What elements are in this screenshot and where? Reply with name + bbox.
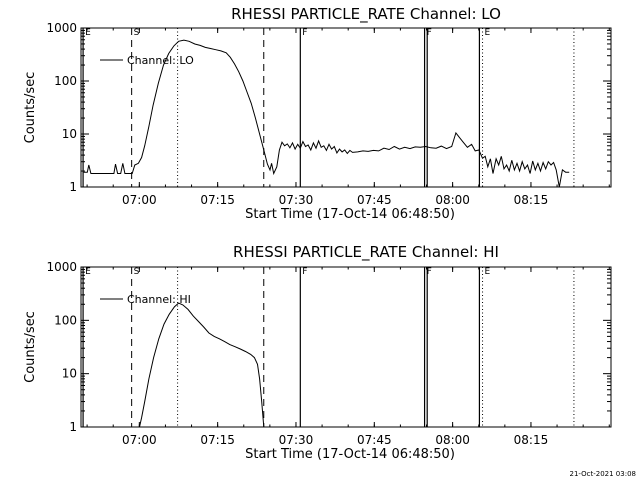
- y-axis-label: Counts/sec: [23, 72, 38, 144]
- x-tick-label: 07:00: [122, 193, 157, 207]
- y-tick-label: 1: [69, 180, 77, 194]
- x-tick-label: 07:45: [357, 193, 392, 207]
- plot-frame: [80, 27, 612, 188]
- x-tick-label: 08:00: [435, 433, 470, 447]
- event-marker-label: F: [427, 28, 432, 38]
- legend-label: Channel: HI: [127, 293, 191, 306]
- y-tick-label: 1000: [46, 260, 77, 274]
- x-tick-label: 07:30: [279, 193, 314, 207]
- event-marker-label: F: [427, 267, 432, 277]
- event-marker-label: F: [302, 28, 307, 38]
- x-tick-label: 08:00: [435, 193, 470, 207]
- plot-timestamp: 21-Oct-2021 03:08: [570, 470, 636, 478]
- y-tick-label: 100: [54, 313, 77, 327]
- x-tick-label: 07:15: [200, 193, 235, 207]
- event-marker-label: E: [485, 28, 491, 38]
- event-marker-label: E: [485, 267, 491, 277]
- x-tick-label: 07:15: [200, 433, 235, 447]
- x-tick-label: 07:45: [357, 433, 392, 447]
- x-tick-label: 07:00: [122, 433, 157, 447]
- event-marker-label: S: [134, 267, 140, 277]
- y-tick-label: 1: [69, 420, 77, 434]
- plot-frame: [80, 266, 612, 428]
- y-tick-label: 1000: [46, 21, 77, 35]
- chart-title: RHESSI PARTICLE_RATE Channel: HI: [233, 243, 499, 262]
- y-axis-label: Counts/sec: [23, 311, 38, 383]
- y-tick-label: 10: [62, 367, 77, 381]
- x-axis-label: Start Time (17-Oct-14 06:48:50): [245, 447, 455, 462]
- event-marker-label: S: [134, 28, 140, 38]
- event-marker-label: E: [85, 267, 91, 277]
- event-marker-label: E: [85, 28, 91, 38]
- x-tick-label: 08:15: [514, 193, 549, 207]
- hi-channel-panel: RHESSI PARTICLE_RATE Channel: HI 07:00 07:…: [23, 243, 612, 462]
- chart-title: RHESSI PARTICLE_RATE Channel: LO: [231, 5, 501, 24]
- lo-channel-panel: RHESSI PARTICLE_RATE Channel: LO 07:00 07:…: [23, 5, 612, 222]
- x-tick-label: 07:30: [279, 433, 314, 447]
- series-line: [139, 302, 265, 428]
- x-tick-label: 08:15: [514, 433, 549, 447]
- event-marker-label: F: [302, 267, 307, 277]
- x-axis-label: Start Time (17-Oct-14 06:48:50): [245, 207, 455, 222]
- series-line: [83, 39, 570, 188]
- legend-label: Channel: LO: [127, 54, 194, 67]
- y-tick-label: 10: [62, 127, 77, 141]
- y-tick-label: 100: [54, 74, 77, 88]
